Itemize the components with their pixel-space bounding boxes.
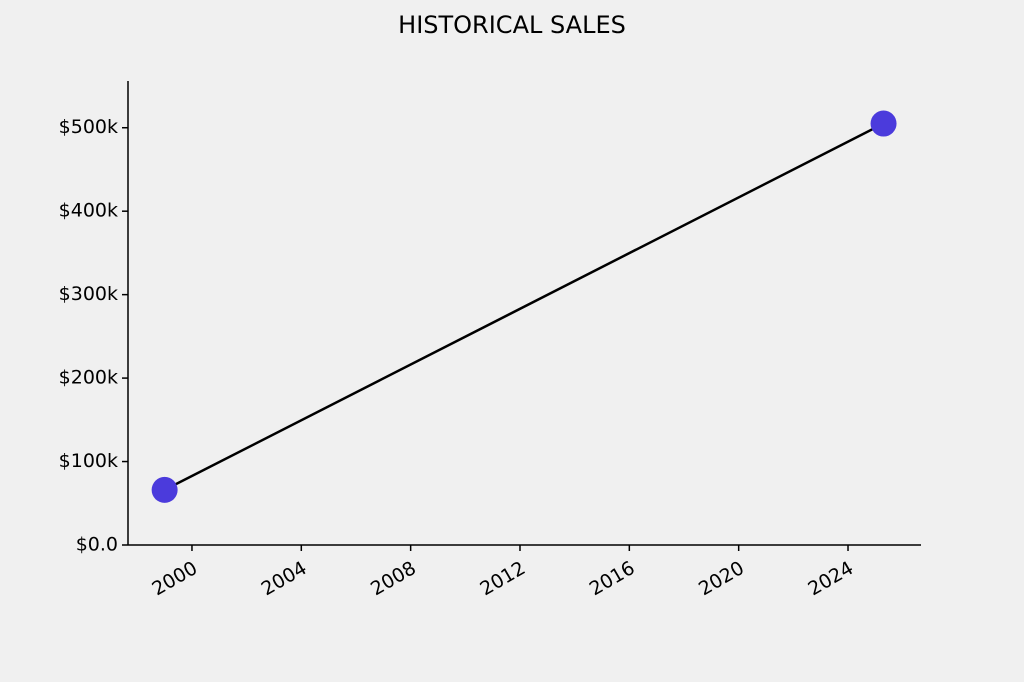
y-tick-label: $400k xyxy=(59,200,118,222)
x-tick-label: 2012 xyxy=(476,557,529,600)
marker xyxy=(151,476,178,503)
y-tick-label: $500k xyxy=(59,116,118,138)
x-tick-label: 2004 xyxy=(258,557,311,600)
y-tick-label: $300k xyxy=(59,283,118,305)
y-tick-label: $200k xyxy=(59,367,118,389)
line xyxy=(164,122,885,492)
x-tick-label: 2008 xyxy=(367,557,420,600)
y-tick-label: $0.0 xyxy=(76,534,118,556)
x-tick-label: 2000 xyxy=(148,557,201,600)
x-tick-label: 2024 xyxy=(804,557,857,600)
x-tick-label: 2016 xyxy=(586,557,639,600)
marker xyxy=(870,110,897,137)
x-tick-label: 2020 xyxy=(695,557,748,600)
chart-title: HISTORICAL SALES xyxy=(398,11,626,39)
y-tick-label: $100k xyxy=(59,450,118,472)
